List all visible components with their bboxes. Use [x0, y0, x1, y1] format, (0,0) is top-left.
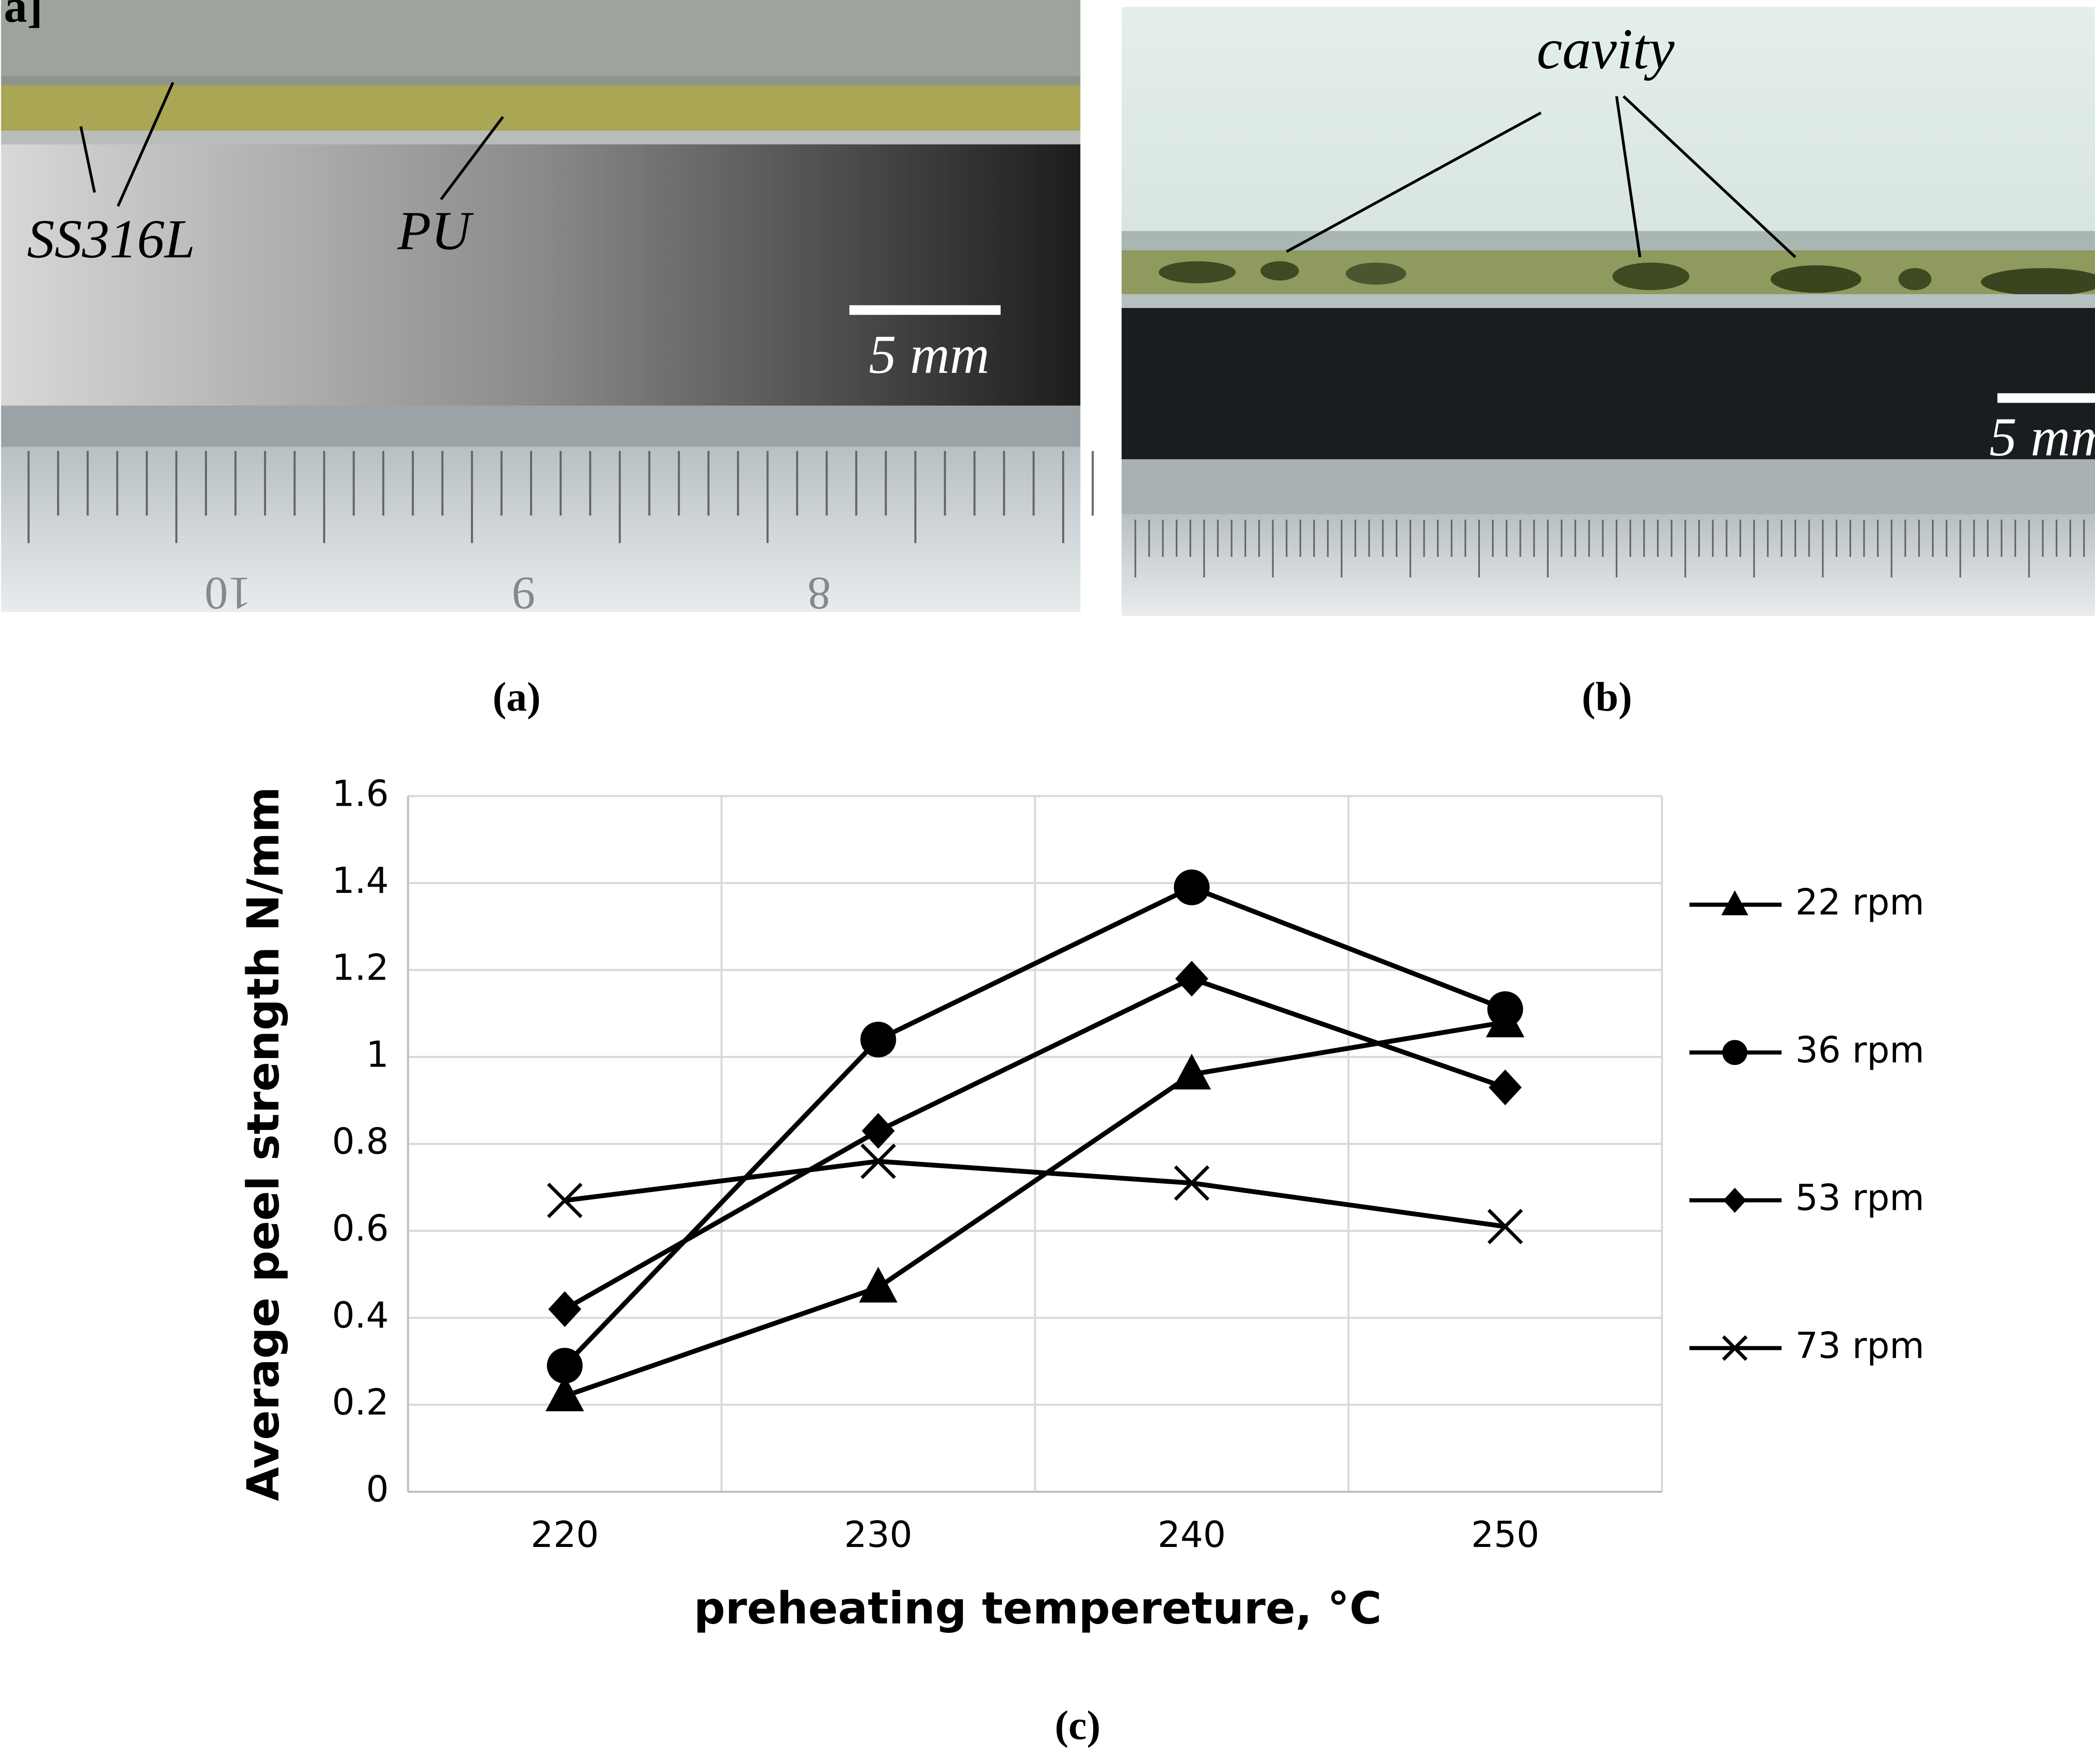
marker	[860, 1022, 896, 1058]
annotation: PU	[397, 201, 474, 261]
photo-a	[1, 0, 1094, 612]
marker	[547, 1348, 583, 1384]
y-tick-label: 0.8	[332, 1121, 389, 1163]
scale-bar-label: 5 mm	[1989, 407, 2095, 468]
x-axis-title: preheating tempereture, °C	[694, 1583, 1382, 1634]
marker	[860, 1143, 896, 1179]
x-tick-label: 220	[531, 1514, 599, 1556]
y-tick-label: 0.2	[332, 1382, 389, 1423]
chart: preheating tempereture, °C Average peel …	[238, 773, 1924, 1634]
ruler-number: 9	[512, 567, 535, 619]
marker	[1487, 991, 1523, 1027]
y-tick-label: 0	[366, 1469, 389, 1511]
x-tick-label: 240	[1158, 1514, 1226, 1556]
y-tick-label: 1.4	[332, 860, 389, 902]
annotation: cavity	[1536, 17, 1675, 81]
marker	[1174, 1165, 1210, 1201]
panel-corner-label: a]	[4, 0, 43, 32]
marker	[1723, 1187, 1746, 1213]
series-line	[564, 1019, 1506, 1399]
ruler-number: 10	[204, 567, 251, 619]
series-line	[564, 1159, 1506, 1229]
y-tick-label: 0.6	[332, 1208, 389, 1249]
legend-label: 36 rpm	[1795, 1029, 1924, 1071]
marker	[548, 1291, 582, 1327]
scale-bar-label: 5 mm	[869, 324, 989, 385]
legend-label: 53 rpm	[1795, 1177, 1924, 1219]
marker	[1172, 1053, 1211, 1090]
panel-label: (b)	[1582, 674, 1632, 720]
marker	[861, 1113, 895, 1149]
series-line	[563, 885, 1506, 1368]
y-tick-label: 0.4	[332, 1295, 389, 1337]
marker	[1722, 1335, 1748, 1361]
x-tick-label: 230	[844, 1514, 913, 1556]
legend-label: 22 rpm	[1795, 882, 1924, 923]
marker	[1174, 869, 1210, 905]
y-tick-label: 1.6	[332, 773, 389, 815]
marker	[547, 1182, 583, 1218]
marker	[1487, 1208, 1523, 1244]
panel-label: (a)	[493, 674, 541, 720]
legend-label: 73 rpm	[1795, 1325, 1924, 1367]
photo-b	[1121, 7, 2095, 616]
x-tick-label: 250	[1471, 1514, 1539, 1556]
marker	[1722, 1040, 1748, 1065]
panel-label: (c)	[1055, 1703, 1100, 1748]
y-tick-label: 1	[366, 1034, 389, 1076]
marker	[1175, 961, 1208, 997]
marker	[545, 1375, 584, 1412]
series-line	[564, 976, 1506, 1311]
marker	[859, 1267, 897, 1303]
marker	[1488, 1069, 1522, 1105]
marker	[1721, 890, 1748, 916]
y-tick-label: 1.2	[332, 947, 389, 988]
annotation: SS316L	[27, 209, 195, 269]
ruler-number: 8	[807, 567, 831, 619]
y-axis-title: Average peel strength N/mm	[238, 787, 289, 1501]
